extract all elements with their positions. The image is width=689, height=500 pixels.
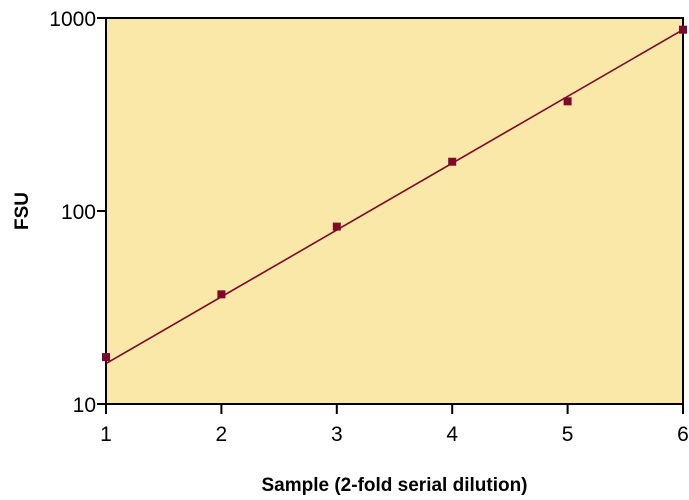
y-axis-ticks [97, 17, 106, 405]
x-axis-ticks [105, 404, 684, 414]
x-tick-label: 2 [216, 423, 228, 446]
fit-line [105, 28, 684, 365]
data-point [217, 290, 226, 299]
x-tick-label: 3 [331, 423, 343, 446]
x-tick-label: 6 [677, 423, 689, 446]
data-point [448, 157, 457, 166]
data-point [563, 97, 572, 106]
x-tick-label: 5 [562, 423, 574, 446]
data-point [332, 222, 341, 231]
x-tick-labels: 1 2 3 4 5 6 [100, 423, 689, 446]
plot-area [105, 17, 684, 405]
x-tick-label: 4 [446, 423, 458, 446]
data-point [102, 353, 110, 362]
data-points [102, 25, 687, 362]
x-axis-title: Sample (2-fold serial dilution) [261, 475, 527, 496]
y-tick-labels: 10 100 1000 [49, 8, 96, 417]
y-tick-label: 100 [61, 201, 96, 224]
data-point [679, 25, 687, 34]
y-axis-title: FSU [12, 192, 33, 230]
x-tick-label: 1 [100, 423, 112, 446]
y-tick-label: 1000 [49, 8, 96, 31]
y-tick-label: 10 [73, 394, 96, 417]
